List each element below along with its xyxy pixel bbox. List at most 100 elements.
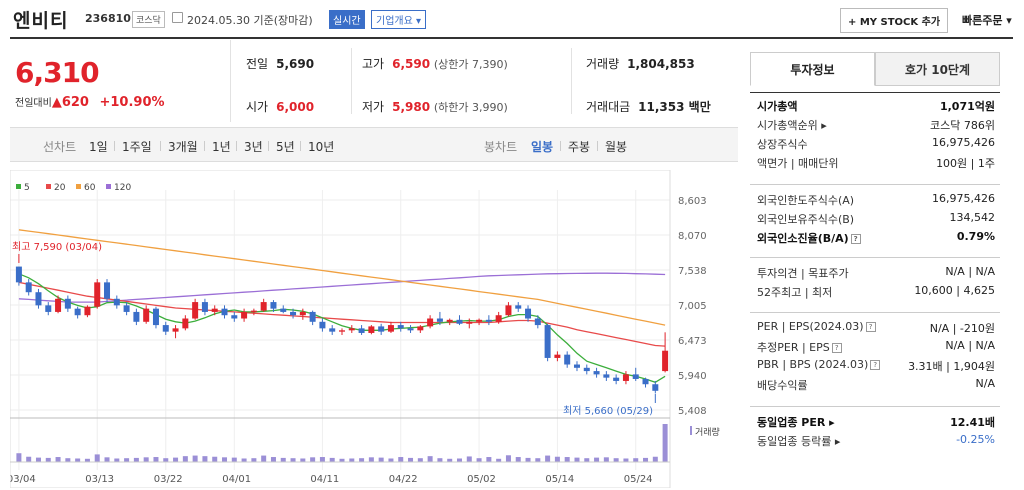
candle-body [319,321,326,329]
volume-bar [594,457,600,462]
info-value: 10,600 | 4,625 [914,284,995,297]
quick-order-dropdown[interactable]: 빠른주문 ▾ [962,14,1012,27]
info-value: 1,071억원 [939,100,995,113]
y-tick-label: 7,005 [678,301,707,312]
current-price: 6,310 [15,56,100,89]
volume-bar [437,458,443,462]
stat-divider [351,48,352,114]
candle-body [15,266,22,283]
volume-bar [153,457,159,462]
volume-bar [368,457,374,462]
candle-body [466,321,473,324]
volume-bar [202,456,208,462]
volume-bar [133,457,139,462]
info-value: N/A | N/A [945,265,995,278]
volume-bar [192,455,198,462]
candle-body [104,282,111,299]
range-1w[interactable]: 1주일 [122,140,152,154]
chart-frame [10,170,671,488]
candle-body [456,319,463,324]
panel-top-line [750,92,1000,93]
add-my-stock-button[interactable]: + MY STOCK 추가 [840,8,949,33]
info-value: N/A | -210원 [929,322,995,335]
info-label[interactable]: 시가총액순위 ▸ [757,119,827,132]
x-tick-label: 05/14 [545,474,574,485]
candle-body [133,311,140,322]
stock-name: 엔비티 [13,10,69,32]
company-info-dropdown[interactable]: 기업개요 ▾ [371,10,426,29]
candle-body [162,325,169,332]
candle-body [534,318,541,326]
stat-open: 시가 6,000 [246,98,314,115]
x-tick-label: 04/22 [389,474,418,485]
stat-amount: 거래대금 11,353 백만 [586,98,711,115]
legend-swatch [76,184,81,189]
volume-bar [613,458,619,462]
candle-body [250,310,257,312]
candle-body [397,325,404,329]
volume-bar [94,454,100,462]
stat-high: 고가 6,590 (상한가 7,390) [362,55,508,72]
tab-order-book[interactable]: 호가 10단계 [875,52,1000,86]
min-price-label: 최저 5,660 (05/29) [563,405,653,417]
volume-bar [212,456,218,462]
range-3m[interactable]: 3개월 [168,140,198,154]
info-value: -0.25% [956,433,995,446]
stat-value: 6,000 [276,100,315,114]
range-divider [597,141,598,151]
price-chart[interactable]: 5 20 60 120 8,603 8,070 7,538 7,005 6,473 5,940 5,… [10,170,738,488]
realtime-button[interactable]: 실시간 [329,10,365,29]
info-row: 배당수익률 N/A [757,377,995,396]
change-label: 전일대비 [15,98,52,109]
candle-monthly[interactable]: 월봉 [605,140,628,154]
candle-weekly[interactable]: 주봉 [568,140,591,154]
volume-bar [359,458,365,462]
investment-info-panel: 투자정보 호가 10단계 시가총액 1,071억원 시가총액순위 ▸ 코스닥 786위… [750,52,1000,462]
volume-bar [398,457,404,462]
upper-limit: (상한가 7,390) [433,58,508,71]
current-price-box: 6,310 전일대비▲620 +10.90% [10,40,230,122]
volume-bar [476,458,482,462]
volume-bar [643,457,649,462]
volume-bar [505,455,511,462]
info-row: 동일업종 PER ▸ 12.41배 [757,414,995,433]
info-value: N/A [975,377,995,390]
volume-bar [222,457,228,462]
max-price-label: 최고 7,590 (03/04) [12,241,102,253]
help-icon[interactable]: ? [865,322,876,332]
range-10y[interactable]: 10년 [308,140,335,154]
range-1y[interactable]: 1년 [212,140,231,154]
range-divider [268,141,269,151]
info-row: PBR | BPS (2024.03)? 3.31배 | 1,904원 [757,358,995,377]
candle-body [182,318,189,329]
moving-average-ma60 [18,229,666,326]
range-5y[interactable]: 5년 [276,140,295,154]
volume-bar [603,457,609,462]
candle-body [358,328,365,333]
tab-investment-info[interactable]: 투자정보 [750,52,875,86]
candle-body [613,377,620,381]
candle-body [152,308,159,326]
help-icon[interactable]: ? [870,360,881,370]
volume-bar [319,457,325,462]
range-1d[interactable]: 1일 [89,140,108,154]
info-label[interactable]: 동일업종 PER ▸ [757,416,835,429]
candle-body [525,308,532,319]
candle-body [172,328,179,332]
candle-body [45,305,52,312]
candle-daily[interactable]: 일봉 [531,140,554,154]
candle-body [260,302,267,311]
help-icon[interactable]: ? [850,234,861,244]
info-row: 추정PER | EPS? N/A | N/A [757,339,995,358]
volume-bar [339,458,345,462]
panel-divider [750,312,1000,313]
candle-body [603,374,610,378]
help-icon[interactable]: ? [831,343,842,353]
candle-body [495,315,502,322]
range-3y[interactable]: 3년 [244,140,263,154]
info-label[interactable]: 동일업종 등락률 ▸ [757,435,841,448]
info-label: PER | EPS(2024.03)? [757,320,876,333]
candle-body [74,308,81,316]
volume-bar [45,457,51,462]
info-label: 외국인보유주식수(B) [757,213,855,226]
